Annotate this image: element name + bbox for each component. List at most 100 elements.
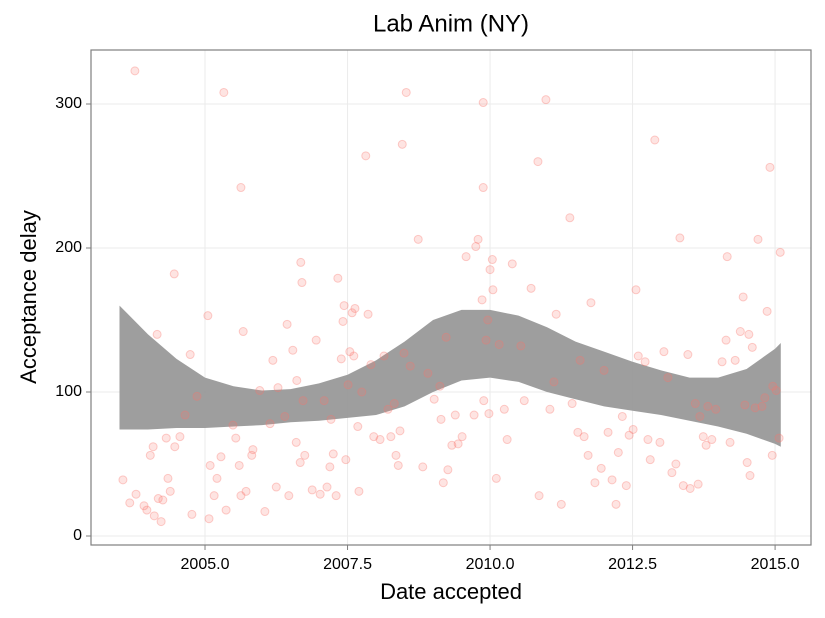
data-point (628, 424, 638, 434)
data-point (161, 433, 171, 443)
data-point (401, 87, 411, 97)
data-point (685, 483, 695, 493)
data-point (494, 339, 504, 349)
data-point (565, 213, 575, 223)
data-point (675, 233, 685, 243)
panel (91, 50, 811, 545)
data-point (130, 66, 140, 76)
data-point (423, 368, 433, 378)
data-point (487, 255, 497, 265)
data-point (429, 394, 439, 404)
chart-title: Lab Anim (NY) (373, 10, 529, 37)
data-point (145, 450, 155, 460)
data-point (643, 435, 653, 445)
data-point (744, 329, 754, 339)
data-point (703, 401, 713, 411)
data-point (238, 327, 248, 337)
data-point (139, 501, 149, 511)
data-point (361, 151, 371, 161)
data-point (469, 410, 479, 420)
data-point (545, 404, 555, 414)
data-point (280, 411, 290, 421)
data-point (338, 316, 348, 326)
data-point (551, 309, 561, 319)
data-point (447, 440, 457, 450)
data-point (391, 450, 401, 460)
data-point (165, 486, 175, 496)
data-point (671, 459, 681, 469)
data-point (212, 473, 222, 483)
data-point (683, 350, 693, 360)
data-point (288, 345, 298, 355)
data-point (567, 399, 577, 409)
data-point (357, 387, 367, 397)
data-point (333, 273, 343, 283)
data-point (621, 481, 631, 491)
data-point (488, 285, 498, 295)
data-point (596, 463, 606, 473)
data-point (457, 432, 467, 442)
data-point (187, 509, 197, 519)
data-point (386, 432, 396, 442)
data-point (216, 452, 226, 462)
data-point (315, 489, 325, 499)
data-point (443, 465, 453, 475)
data-point (353, 422, 363, 432)
data-point (753, 234, 763, 244)
data-point (298, 396, 308, 406)
data-point (131, 489, 141, 499)
data-point (573, 427, 583, 437)
data-point (175, 432, 185, 442)
data-point (366, 360, 376, 370)
data-point (142, 505, 152, 515)
data-point (395, 426, 405, 436)
data-point (307, 485, 317, 495)
data-point (693, 479, 703, 489)
data-point (603, 427, 613, 437)
data-point (502, 435, 512, 445)
data-point (533, 157, 543, 167)
data-point (745, 471, 755, 481)
data-point (311, 335, 321, 345)
data-point (485, 265, 495, 275)
y-tick-label: 100 (55, 383, 82, 400)
data-point (341, 455, 351, 465)
data-point (343, 380, 353, 390)
data-point (667, 468, 677, 478)
data-point (221, 505, 231, 515)
data-point (483, 315, 493, 325)
data-point (205, 460, 215, 470)
data-point (499, 404, 509, 414)
data-point (750, 403, 760, 413)
data-point (450, 410, 460, 420)
data-point (722, 252, 732, 262)
data-point (633, 351, 643, 361)
data-point (300, 450, 310, 460)
data-point (711, 404, 721, 414)
data-point (738, 292, 748, 302)
data-point (663, 373, 673, 383)
data-point (519, 396, 529, 406)
data-point (721, 335, 731, 345)
data-point (645, 455, 655, 465)
data-point (747, 342, 757, 352)
data-point (158, 495, 168, 505)
data-point (297, 278, 307, 288)
data-point (507, 259, 517, 269)
data-point (650, 135, 660, 145)
data-point (611, 499, 621, 509)
data-point (292, 375, 302, 385)
data-point (435, 381, 445, 391)
data-point (765, 162, 775, 172)
data-point (260, 507, 270, 517)
data-point (383, 404, 393, 414)
data-point (125, 498, 135, 508)
x-tick-label: 2015.0 (751, 556, 800, 573)
data-point (363, 309, 373, 319)
confidence-band (119, 305, 781, 447)
data-point (149, 511, 159, 521)
x-axis-label: Date accepted (380, 579, 522, 604)
y-tick-label: 300 (55, 95, 82, 112)
data-point (170, 442, 180, 452)
data-point (698, 432, 708, 442)
